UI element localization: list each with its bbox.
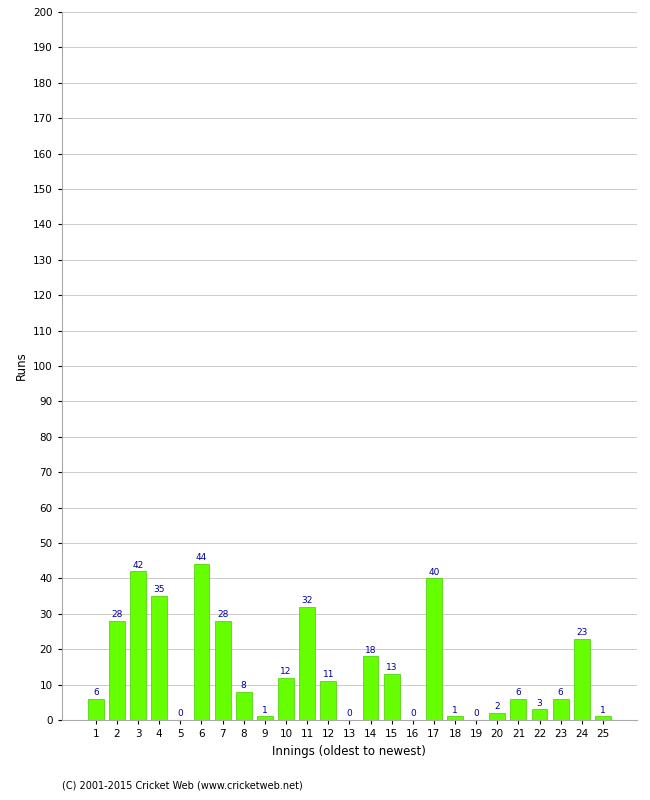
Text: 28: 28 <box>111 610 123 619</box>
Text: 0: 0 <box>346 710 352 718</box>
Text: 0: 0 <box>473 710 479 718</box>
Text: 8: 8 <box>241 681 246 690</box>
Text: 6: 6 <box>515 688 521 697</box>
Bar <box>384 674 400 720</box>
Text: 23: 23 <box>576 628 588 637</box>
Bar <box>532 710 547 720</box>
Text: 1: 1 <box>600 706 606 714</box>
Bar <box>552 698 569 720</box>
Text: 28: 28 <box>217 610 228 619</box>
Bar <box>109 621 125 720</box>
Bar <box>510 698 526 720</box>
Text: 40: 40 <box>428 568 439 577</box>
Text: 42: 42 <box>133 561 144 570</box>
X-axis label: Innings (oldest to newest): Innings (oldest to newest) <box>272 745 426 758</box>
Text: 13: 13 <box>386 663 397 672</box>
Text: 2: 2 <box>495 702 500 711</box>
Bar <box>595 717 611 720</box>
Text: 35: 35 <box>153 586 165 594</box>
Bar <box>214 621 231 720</box>
Text: 18: 18 <box>365 646 376 654</box>
Text: 32: 32 <box>302 596 313 605</box>
Bar <box>363 656 378 720</box>
Bar <box>88 698 104 720</box>
Bar <box>257 717 273 720</box>
Text: 12: 12 <box>280 666 292 676</box>
Text: 6: 6 <box>93 688 99 697</box>
Text: 11: 11 <box>322 670 334 679</box>
Bar <box>320 681 336 720</box>
Bar <box>299 606 315 720</box>
Text: 0: 0 <box>410 710 415 718</box>
Bar <box>278 678 294 720</box>
Text: 1: 1 <box>452 706 458 714</box>
Bar <box>194 564 209 720</box>
Text: 1: 1 <box>262 706 268 714</box>
Text: 3: 3 <box>537 698 542 708</box>
Bar <box>130 571 146 720</box>
Bar <box>236 692 252 720</box>
Text: (C) 2001-2015 Cricket Web (www.cricketweb.net): (C) 2001-2015 Cricket Web (www.cricketwe… <box>62 781 302 790</box>
Bar <box>426 578 442 720</box>
Text: 44: 44 <box>196 554 207 562</box>
Text: 0: 0 <box>177 710 183 718</box>
Bar <box>447 717 463 720</box>
Text: 6: 6 <box>558 688 564 697</box>
Bar <box>489 713 505 720</box>
Y-axis label: Runs: Runs <box>14 352 27 380</box>
Bar <box>151 596 167 720</box>
Bar <box>574 638 590 720</box>
